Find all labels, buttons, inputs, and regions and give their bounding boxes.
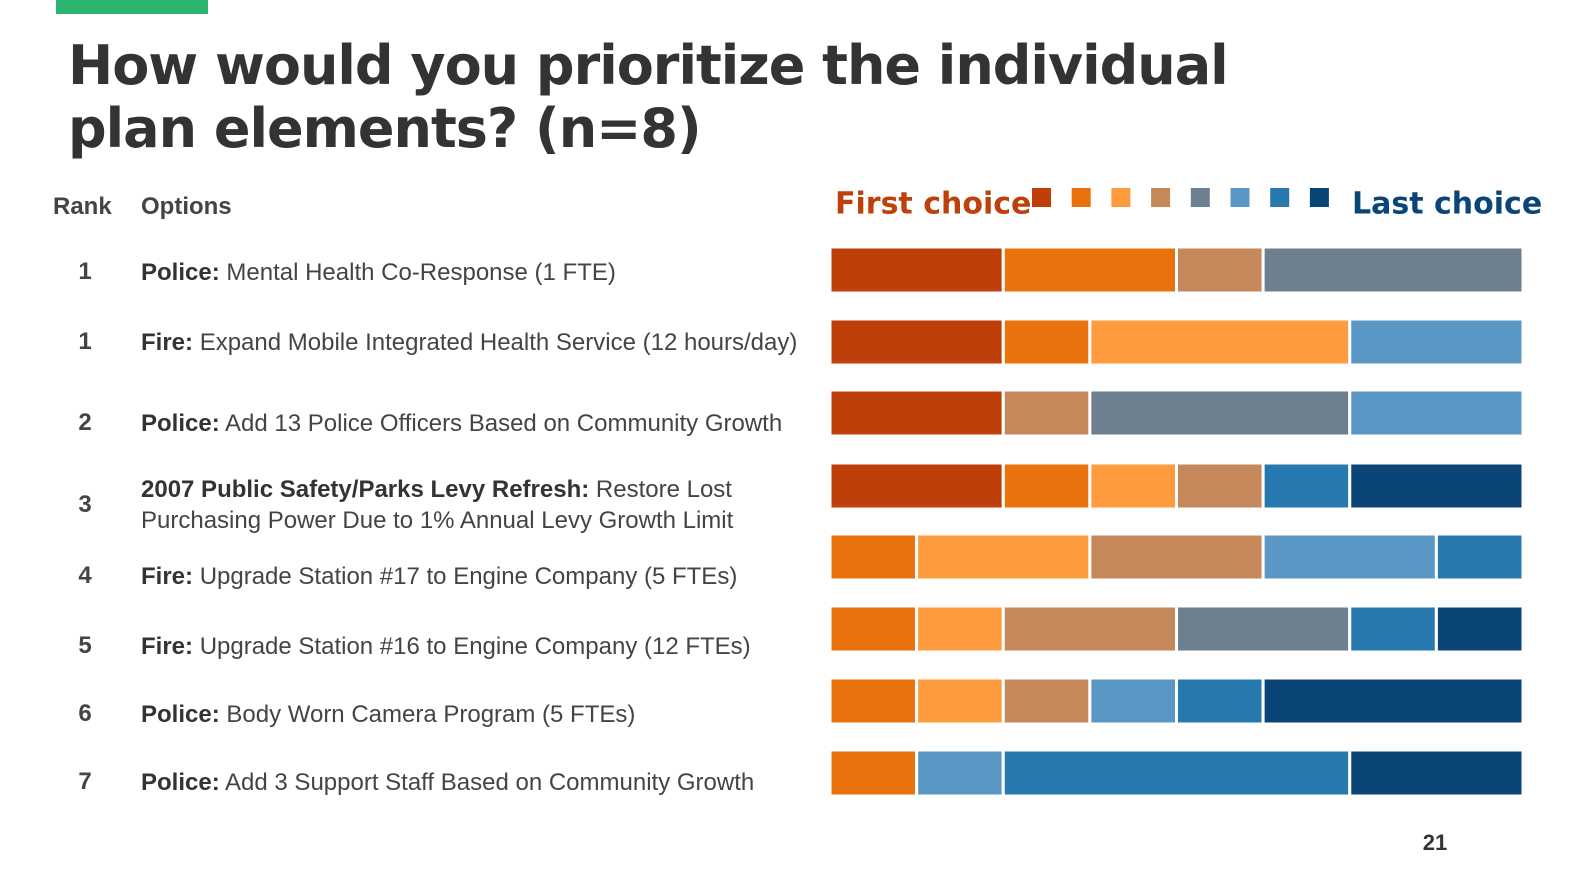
legend-label: Last choice <box>1352 187 1542 222</box>
accent-bar <box>56 0 208 14</box>
bar-segment <box>1434 532 1525 582</box>
legend-swatch <box>1309 188 1329 207</box>
option: Police: Body Worn Camera Program (5 FTEs… <box>141 699 806 730</box>
bar-segment <box>828 461 1005 511</box>
legend-swatch <box>1071 188 1091 207</box>
rank: 1 <box>78 258 92 285</box>
bar-segment <box>828 388 1005 438</box>
bar-segment <box>1175 676 1265 726</box>
bar-segment <box>1088 532 1265 582</box>
bar-segment <box>1261 461 1352 511</box>
bar-segment <box>828 604 919 654</box>
option-text: Mental Health Co-Response (1 FTE) <box>226 258 616 286</box>
bar-segment <box>1175 461 1265 511</box>
legend-swatch <box>1270 188 1290 207</box>
bar-segment <box>1001 676 1092 726</box>
bar-segment <box>1348 317 1525 367</box>
bar-segment <box>915 532 1092 582</box>
legend-swatch <box>1230 188 1250 207</box>
option: Police: Add 3 Support Staff Based on Com… <box>141 767 806 798</box>
slide-title: How would you prioritize the individual … <box>68 34 1229 160</box>
bar-segment <box>1001 461 1092 511</box>
bar-segment <box>1001 748 1352 798</box>
option: Police: Mental Health Co-Response (1 FTE… <box>141 257 806 288</box>
bar-segment <box>1348 748 1525 798</box>
option-text: Add 13 Police Officers Based on Communit… <box>225 409 783 437</box>
column-header: Rank <box>53 193 112 220</box>
rank: 2 <box>78 409 92 436</box>
option-prefix: Police: <box>141 700 220 728</box>
bar-segment <box>1175 245 1265 295</box>
rank: 4 <box>78 562 92 589</box>
bar-segment <box>915 604 1005 654</box>
option-prefix: Fire: <box>141 562 194 590</box>
bar-segment <box>1001 317 1092 367</box>
bar-segment <box>828 676 919 726</box>
rank: 7 <box>78 768 92 795</box>
bar-segment <box>828 532 919 582</box>
bar-segment <box>828 748 919 798</box>
bar-segment <box>1434 604 1525 654</box>
legend-swatch <box>1111 188 1131 207</box>
column-header: Options <box>141 193 232 220</box>
bar-segment <box>1088 317 1352 367</box>
option-prefix: 2007 Public Safety/Parks Levy Refresh: <box>141 476 590 503</box>
option: Fire: Upgrade Station #17 to Engine Comp… <box>141 561 806 592</box>
rank: 1 <box>78 328 92 355</box>
legend-swatch <box>1190 188 1210 207</box>
option-prefix: Police: <box>141 258 220 286</box>
bar-segment <box>1348 604 1438 654</box>
option-prefix: Police: <box>141 409 220 437</box>
bar-segment <box>828 317 1005 367</box>
option-text: Body Worn Camera Program (5 FTEs) <box>226 700 636 728</box>
option-text: Upgrade Station #17 to Engine Company (5… <box>199 562 738 590</box>
option-text: Upgrade Station #16 to Engine Company (1… <box>199 632 751 660</box>
option-prefix: Police: <box>141 768 220 796</box>
rank: 6 <box>78 700 92 727</box>
bar-segment <box>1088 461 1178 511</box>
rank: 5 <box>78 632 92 659</box>
legend-swatch <box>1032 188 1051 207</box>
bar-segment <box>828 245 1005 295</box>
option-prefix: Fire: <box>141 328 194 356</box>
bar-segment <box>1261 532 1438 582</box>
option: Police: Add 13 Police Officers Based on … <box>141 408 806 439</box>
option: 2007 Public Safety/Parks Levy Refresh: R… <box>141 474 806 536</box>
bar-segment <box>1175 604 1352 654</box>
bar-segment <box>1348 461 1525 511</box>
page-number: 21 <box>1423 830 1447 855</box>
option-prefix: Fire: <box>141 632 194 660</box>
bar-segment <box>1088 676 1178 726</box>
option-text: Add 3 Support Staff Based on Community G… <box>225 768 755 796</box>
rank: 3 <box>78 491 92 518</box>
option: Fire: Expand Mobile Integrated Health Se… <box>141 327 806 358</box>
option-text: Restore Lost Purchasing Power Due to 1% … <box>141 476 734 534</box>
bar-segment <box>1001 604 1178 654</box>
bar-segment <box>1001 245 1178 295</box>
bar-segment <box>1088 388 1352 438</box>
bar-segment <box>1348 388 1525 438</box>
bar-segment <box>1001 388 1092 438</box>
bar-segment <box>915 748 1005 798</box>
option-text: Expand Mobile Integrated Health Service … <box>199 328 798 356</box>
option: Fire: Upgrade Station #16 to Engine Comp… <box>141 631 806 662</box>
bar-segment <box>1261 245 1525 295</box>
legend-swatch <box>1151 188 1171 207</box>
bar-segment <box>915 676 1005 726</box>
bar-segment <box>1261 676 1525 726</box>
legend-label: First choice <box>835 187 1031 222</box>
